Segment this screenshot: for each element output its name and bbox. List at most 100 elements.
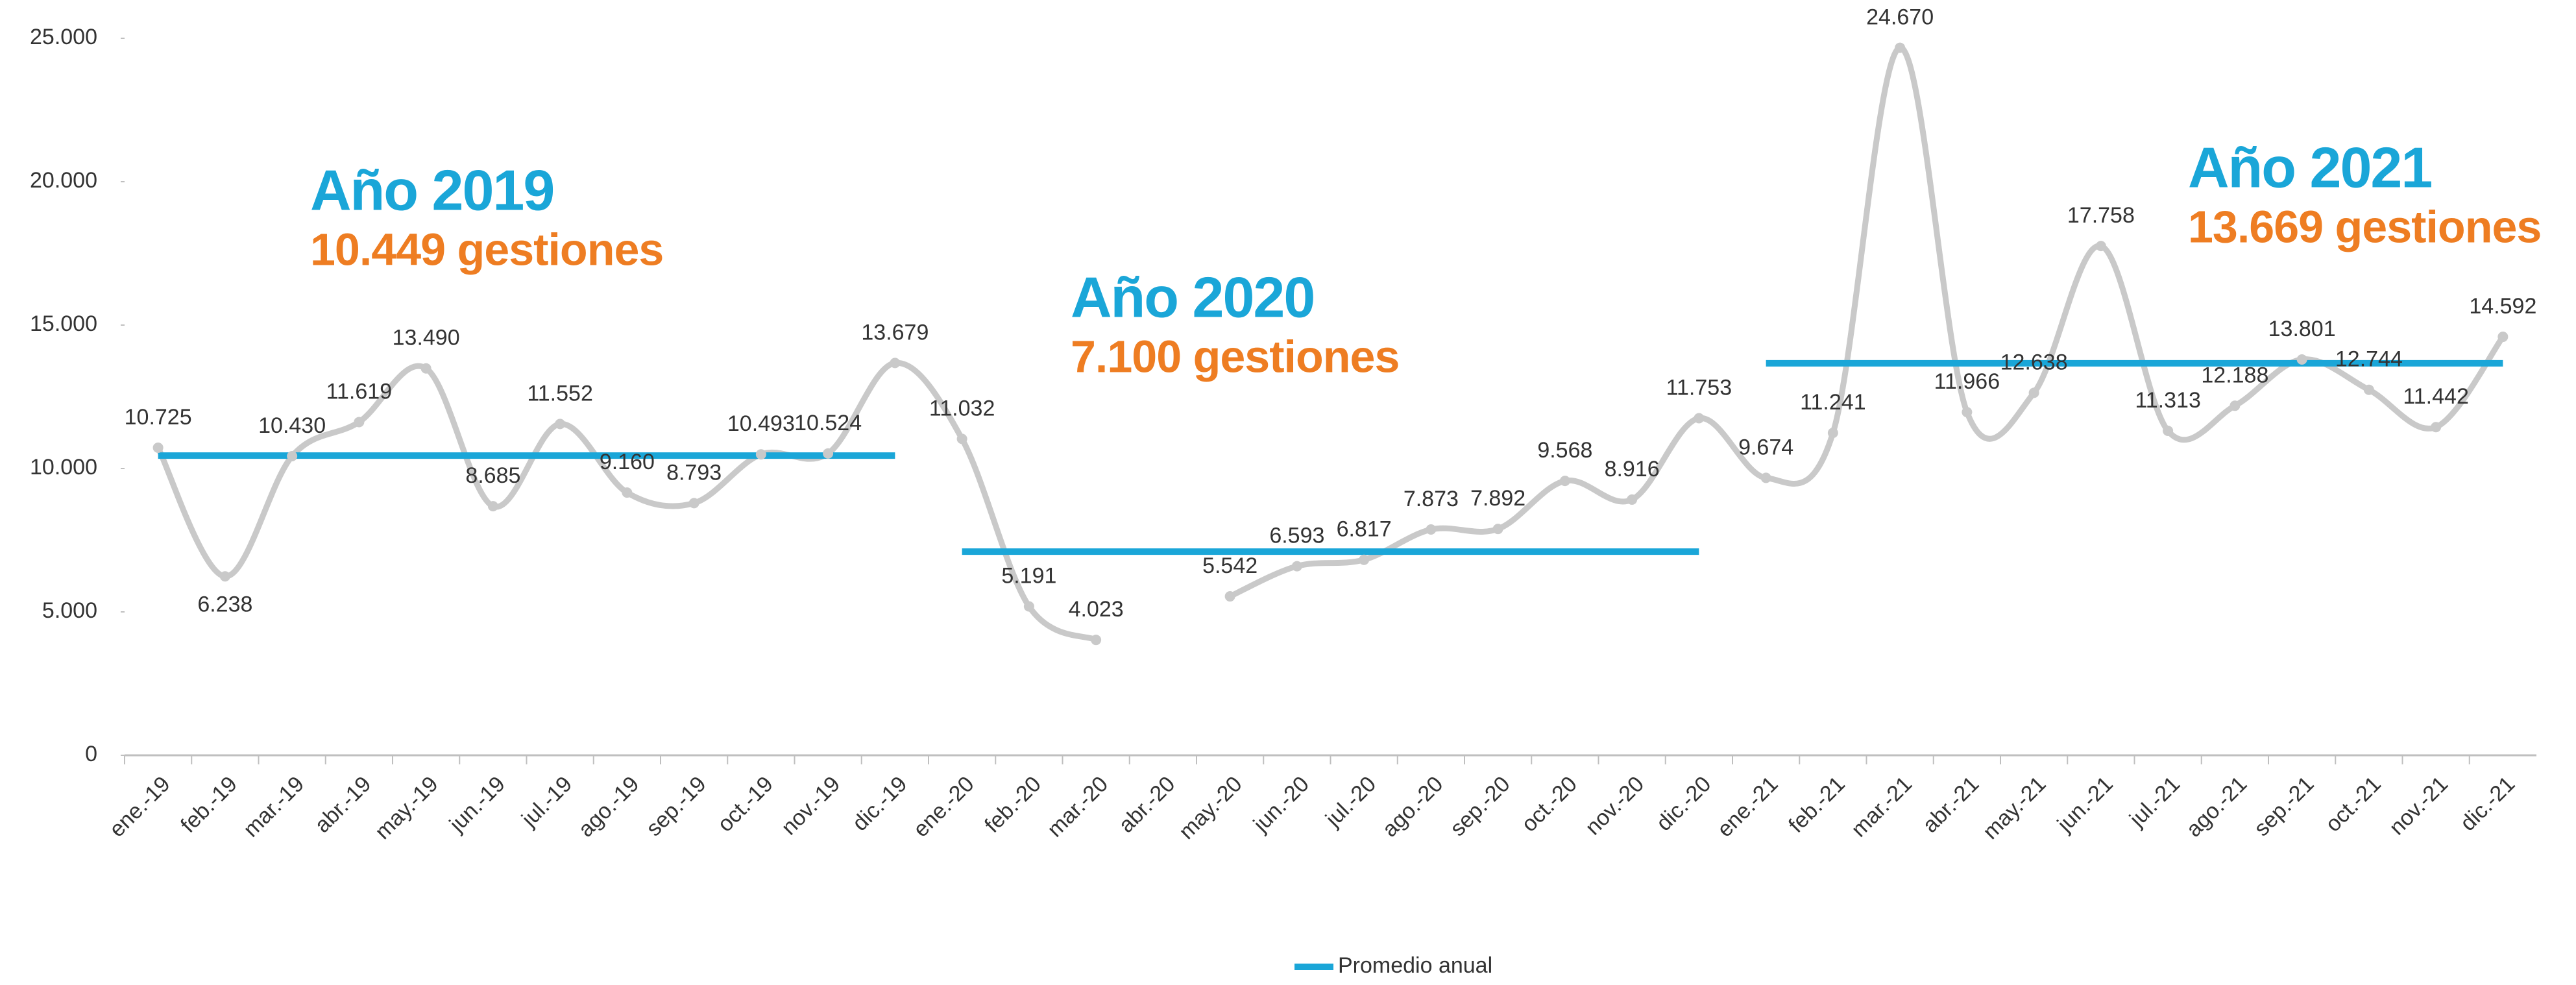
data-label: 7.892	[1470, 486, 1525, 511]
data-label: 17.758	[2067, 203, 2135, 228]
point	[1224, 591, 1235, 602]
y-tick-label: 15.000	[30, 311, 97, 336]
data-label: 8.685	[465, 463, 520, 488]
x-tick-label: ene.-19	[104, 772, 175, 842]
data-label: 10.493	[727, 411, 795, 436]
point	[555, 419, 566, 430]
point	[2095, 241, 2106, 252]
point	[622, 487, 633, 498]
point	[152, 442, 164, 453]
data-label: 10.524	[794, 411, 862, 435]
point	[1895, 42, 1906, 53]
point	[1492, 524, 1503, 535]
data-label: 10.430	[258, 413, 326, 438]
x-tick-label: ene.-20	[908, 772, 978, 842]
x-tick-label: ago.-21	[2181, 772, 2252, 842]
point	[219, 571, 230, 582]
x-tick-label: ago.-20	[1378, 772, 1448, 842]
x-tick-label: oct.-20	[1517, 772, 1582, 836]
x-tick-label: mar.-21	[1847, 772, 1917, 842]
x-tick-label: ene.-21	[1712, 772, 1782, 842]
data-label: 11.753	[1666, 376, 1732, 400]
point	[2230, 400, 2241, 411]
data-label: 10.725	[125, 405, 192, 430]
x-tick-label: jul.-21	[2124, 772, 2185, 832]
data-label: 5.542	[1202, 553, 1258, 578]
x-tick-label: nov.-20	[1581, 772, 1649, 840]
data-label: 12.744	[2335, 347, 2403, 372]
data-label: 9.674	[1738, 435, 1793, 459]
data-label: 9.160	[600, 450, 655, 474]
data-label: 11.966	[1934, 369, 2000, 394]
y-tick-label: 20.000	[30, 168, 97, 193]
point	[1091, 635, 1102, 646]
x-tick-label: may.-20	[1174, 772, 1247, 844]
data-label: 11.442	[2403, 384, 2468, 409]
point	[2028, 387, 2039, 398]
data-label: 24.670	[1866, 5, 1934, 30]
x-tick-label: abr.-21	[1918, 772, 1984, 838]
average-label: 7.100 gestiones	[1071, 331, 1399, 382]
data-label: 9.568	[1537, 438, 1592, 463]
x-tick-label: mar.-20	[1043, 772, 1113, 842]
legend-label: Promedio anual	[1338, 953, 1492, 978]
x-tick-label: sep.-19	[642, 772, 711, 841]
x-tick-label: may.-21	[1978, 772, 2051, 844]
x-tick-label: jul.-20	[1320, 772, 1381, 832]
point	[1827, 428, 1838, 439]
point	[2363, 384, 2374, 395]
point	[956, 433, 967, 444]
x-tick-label: feb.-19	[176, 772, 242, 838]
point	[487, 501, 498, 512]
data-label: 14.592	[2469, 294, 2536, 319]
point	[1023, 601, 1034, 612]
point	[287, 450, 298, 461]
x-tick-label: nov.-19	[777, 772, 845, 840]
point	[1291, 561, 1302, 572]
x-tick-label: sep.-20	[1446, 772, 1515, 841]
data-label: 11.241	[1800, 390, 1865, 415]
data-label: 8.916	[1605, 457, 1660, 481]
x-tick-label: oct.-21	[2321, 772, 2386, 836]
x-tick-label: jun.-21	[2052, 772, 2118, 837]
data-label: 11.552	[527, 381, 592, 406]
point	[2296, 354, 2307, 365]
point	[2163, 425, 2174, 436]
data-label: 13.679	[861, 320, 929, 345]
point	[354, 417, 365, 428]
average-title: Año 2020	[1071, 265, 1314, 329]
point	[1694, 413, 1705, 424]
point	[2431, 422, 2442, 433]
average-title: Año 2019	[310, 158, 553, 222]
data-label: 11.619	[326, 379, 392, 404]
x-tick-label: feb.-20	[980, 772, 1046, 838]
point	[1426, 524, 1437, 535]
y-tick-label: 5.000	[42, 598, 97, 623]
x-tick-label: dic.-21	[2455, 772, 2520, 836]
x-tick-label: abr.-20	[1114, 772, 1180, 838]
point	[688, 498, 699, 509]
data-label: 13.801	[2268, 317, 2336, 341]
point	[1359, 554, 1370, 565]
data-label: 8.793	[666, 460, 722, 485]
x-tick-label: jul.-19	[516, 772, 577, 832]
x-tick-label: mar.-19	[239, 772, 309, 842]
y-tick-label: 0	[85, 742, 97, 766]
data-label: 6.593	[1269, 524, 1324, 548]
y-tick-label: 10.000	[30, 455, 97, 480]
point	[1627, 494, 1638, 505]
x-tick-label: jun.-19	[444, 772, 510, 837]
x-tick-label: ago.-19	[574, 772, 644, 842]
data-label: 6.817	[1337, 517, 1392, 542]
point	[1962, 407, 1973, 418]
x-tick-label: jun.-20	[1248, 772, 1314, 837]
data-label: 13.490	[393, 326, 460, 350]
point	[823, 448, 834, 459]
y-tick-label: 25.000	[30, 25, 97, 49]
data-label: 12.188	[2201, 363, 2268, 387]
average-label: 13.669 gestiones	[2188, 201, 2541, 252]
x-tick-label: nov.-21	[2385, 772, 2453, 840]
average-title: Año 2021	[2188, 135, 2431, 199]
data-label: 6.238	[197, 592, 252, 616]
data-label: 11.313	[2135, 388, 2200, 413]
